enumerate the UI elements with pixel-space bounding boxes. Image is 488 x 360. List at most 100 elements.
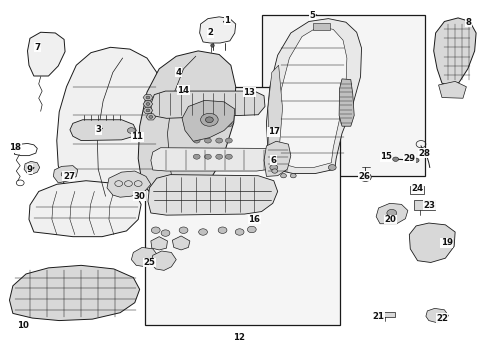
- Text: 20: 20: [384, 215, 396, 224]
- Circle shape: [235, 229, 244, 235]
- Text: 18: 18: [9, 143, 21, 152]
- Text: 26: 26: [357, 172, 369, 181]
- Circle shape: [328, 165, 335, 170]
- Text: 2: 2: [207, 28, 213, 37]
- Text: 5: 5: [309, 10, 315, 19]
- Polygon shape: [138, 51, 235, 200]
- Circle shape: [151, 227, 160, 233]
- Text: 8: 8: [465, 18, 471, 27]
- Circle shape: [61, 171, 69, 177]
- Circle shape: [290, 174, 296, 178]
- Polygon shape: [338, 79, 353, 126]
- Text: 21: 21: [372, 312, 384, 321]
- Bar: [261, 15, 424, 176]
- Polygon shape: [425, 309, 447, 323]
- Circle shape: [359, 173, 370, 181]
- Circle shape: [205, 117, 213, 123]
- Circle shape: [271, 169, 277, 173]
- Polygon shape: [148, 175, 277, 215]
- Text: 13: 13: [243, 87, 255, 96]
- Text: 29: 29: [403, 154, 414, 163]
- Bar: [144, 87, 339, 325]
- Polygon shape: [29, 181, 141, 237]
- Circle shape: [179, 227, 187, 233]
- Polygon shape: [151, 237, 167, 250]
- Bar: [409, 186, 423, 194]
- Polygon shape: [172, 236, 189, 250]
- Polygon shape: [182, 100, 234, 141]
- Circle shape: [225, 154, 232, 159]
- Text: 16: 16: [248, 215, 260, 224]
- Text: 24: 24: [411, 184, 423, 193]
- Circle shape: [198, 229, 207, 235]
- Circle shape: [204, 154, 211, 159]
- Text: 19: 19: [440, 238, 452, 247]
- Polygon shape: [199, 17, 235, 43]
- Text: 11: 11: [131, 132, 143, 141]
- Text: 22: 22: [435, 314, 447, 323]
- Text: 10: 10: [17, 321, 28, 330]
- Circle shape: [193, 138, 200, 143]
- Circle shape: [225, 106, 232, 111]
- Text: 30: 30: [133, 192, 145, 201]
- Polygon shape: [375, 203, 407, 224]
- Text: 4: 4: [175, 68, 182, 77]
- Polygon shape: [438, 81, 466, 98]
- Text: 12: 12: [232, 333, 244, 342]
- Polygon shape: [408, 223, 454, 262]
- Text: 3: 3: [95, 125, 101, 134]
- Text: 28: 28: [417, 149, 429, 158]
- Text: 15: 15: [379, 152, 391, 161]
- Polygon shape: [267, 65, 282, 166]
- Circle shape: [247, 226, 256, 233]
- Polygon shape: [433, 18, 475, 86]
- Circle shape: [218, 227, 226, 233]
- Circle shape: [193, 106, 200, 111]
- Text: 17: 17: [267, 127, 279, 136]
- Circle shape: [392, 157, 398, 161]
- Circle shape: [386, 210, 396, 217]
- Circle shape: [225, 138, 232, 143]
- Circle shape: [412, 158, 418, 162]
- Circle shape: [215, 154, 222, 159]
- Polygon shape: [57, 47, 162, 200]
- Circle shape: [193, 154, 200, 159]
- Circle shape: [225, 122, 232, 127]
- Polygon shape: [27, 32, 65, 76]
- Circle shape: [161, 230, 169, 236]
- Text: 27: 27: [63, 172, 75, 181]
- Circle shape: [146, 109, 150, 112]
- Polygon shape: [107, 171, 151, 197]
- Polygon shape: [151, 251, 176, 270]
- Text: 23: 23: [423, 201, 435, 210]
- Polygon shape: [131, 247, 158, 267]
- Text: 6: 6: [270, 156, 276, 165]
- Polygon shape: [9, 265, 140, 320]
- Circle shape: [146, 103, 150, 105]
- Circle shape: [127, 128, 135, 134]
- Circle shape: [204, 122, 211, 127]
- Circle shape: [215, 106, 222, 111]
- Circle shape: [215, 138, 222, 143]
- Circle shape: [280, 174, 286, 178]
- Circle shape: [269, 165, 277, 170]
- Polygon shape: [264, 141, 290, 176]
- Polygon shape: [24, 161, 40, 175]
- Text: 25: 25: [143, 258, 155, 267]
- Circle shape: [146, 96, 150, 99]
- Circle shape: [193, 122, 200, 127]
- Polygon shape: [266, 19, 361, 174]
- Text: 7: 7: [34, 43, 40, 52]
- Text: 14: 14: [177, 86, 189, 95]
- Polygon shape: [53, 166, 78, 183]
- Text: 9: 9: [27, 165, 33, 174]
- Text: 1: 1: [224, 16, 230, 25]
- Polygon shape: [151, 91, 264, 118]
- Circle shape: [149, 116, 153, 118]
- Circle shape: [204, 138, 211, 143]
- Bar: [374, 312, 394, 317]
- Polygon shape: [151, 148, 277, 171]
- Polygon shape: [277, 27, 346, 167]
- Bar: [413, 201, 434, 211]
- Circle shape: [200, 113, 218, 126]
